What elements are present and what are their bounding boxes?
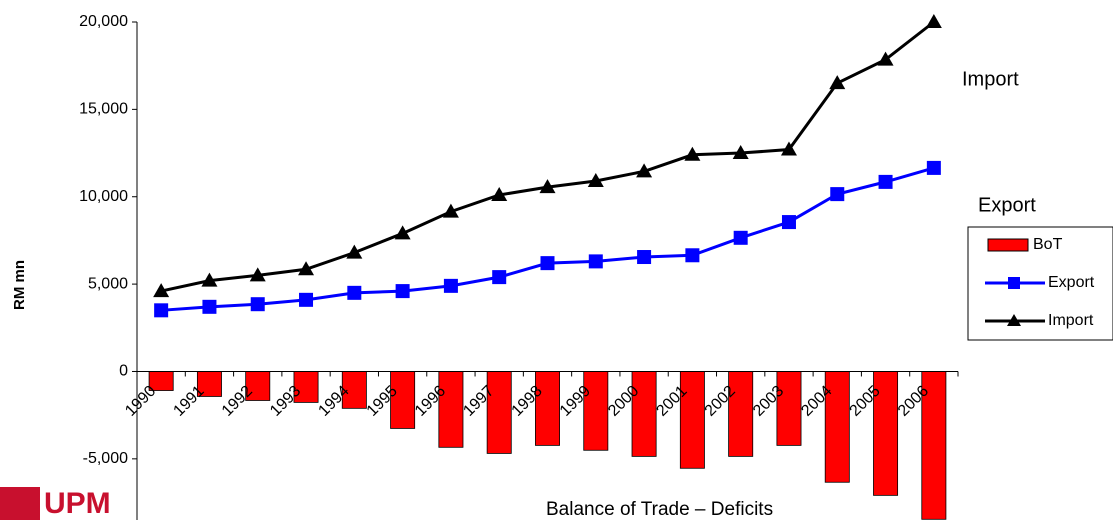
marker <box>394 225 411 240</box>
y-tick-label: -5,000 <box>83 450 128 467</box>
y-tick-label: 15,000 <box>79 101 128 118</box>
legend-label: Import <box>1048 312 1094 329</box>
marker <box>249 267 266 282</box>
logo-icon <box>0 487 40 520</box>
bar <box>631 371 657 457</box>
y-tick-label: 5,000 <box>88 275 128 292</box>
legend-label: BoT <box>1033 236 1063 253</box>
marker <box>202 299 217 314</box>
annotation: Balance of Trade – Deficits <box>546 499 773 520</box>
marker <box>684 146 701 161</box>
marker <box>637 250 652 265</box>
y-tick-label: 20,000 <box>79 13 128 30</box>
line <box>160 20 935 293</box>
y-tick-label: 10,000 <box>79 188 128 205</box>
legend-marker <box>1008 277 1020 289</box>
bar <box>341 371 367 409</box>
marker <box>298 261 315 276</box>
marker <box>443 278 458 293</box>
marker <box>830 187 845 202</box>
marker <box>492 270 507 285</box>
marker <box>829 75 846 90</box>
bar <box>148 371 174 391</box>
marker <box>636 163 653 178</box>
marker <box>925 14 942 28</box>
marker <box>347 285 362 300</box>
marker <box>346 244 363 259</box>
y-axis-label: RM mn <box>11 260 28 310</box>
marker <box>732 145 749 160</box>
marker <box>539 179 556 194</box>
marker <box>395 284 410 299</box>
marker <box>587 173 604 188</box>
marker <box>877 51 894 66</box>
y-tick-label: 0 <box>119 363 128 380</box>
annotation: Export <box>978 194 1036 216</box>
marker <box>153 283 170 298</box>
marker <box>442 203 459 218</box>
marker <box>588 254 603 269</box>
marker <box>685 248 700 263</box>
marker <box>201 272 218 287</box>
bar <box>196 371 222 397</box>
marker <box>250 297 265 312</box>
bar <box>583 371 609 451</box>
bar <box>873 371 899 496</box>
marker <box>491 186 508 201</box>
legend-marker <box>1007 314 1021 326</box>
bar <box>535 371 560 446</box>
bar <box>776 371 802 446</box>
annotation: Import <box>962 68 1019 90</box>
bar <box>824 371 850 483</box>
marker <box>781 215 796 230</box>
legend-swatch <box>987 238 1029 252</box>
marker <box>878 174 893 189</box>
marker <box>299 292 314 307</box>
marker <box>540 256 555 271</box>
marker <box>926 160 941 175</box>
legend-label: Export <box>1048 274 1095 291</box>
bar <box>679 371 705 469</box>
marker <box>733 230 748 245</box>
logo-text: UPM <box>44 487 111 520</box>
bar <box>438 371 464 448</box>
bar <box>390 371 416 429</box>
marker <box>780 141 797 156</box>
bar <box>486 371 512 454</box>
bar <box>245 371 271 401</box>
bar <box>921 371 947 520</box>
bar <box>728 371 754 457</box>
marker <box>154 303 169 318</box>
logo: UPM <box>0 487 111 520</box>
